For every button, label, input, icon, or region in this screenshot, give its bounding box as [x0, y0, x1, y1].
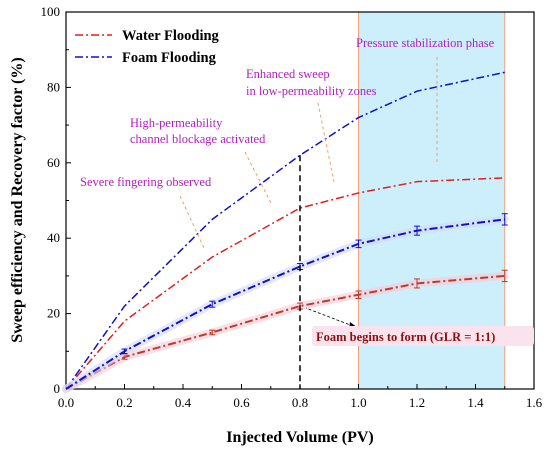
annotation-pressure: Pressure stabilization phase: [356, 36, 495, 50]
series-1-sweep-efficiency: [65, 71, 505, 390]
annotation-enhanced-line2: in low-permeability zones: [246, 84, 377, 98]
legend: Water Flooding Foam Flooding: [75, 28, 220, 66]
x-axis-title: Injected Volume (PV): [226, 429, 374, 446]
y-axis-title: Sweep efficiency and Recovery factor (%): [9, 57, 26, 342]
x-tick-label: 0.4: [175, 395, 192, 410]
legend-label-foam: Foam Flooding: [122, 50, 217, 66]
y-tick-label: 20: [47, 306, 60, 321]
y-tick-label: 100: [41, 4, 61, 19]
x-tick-label: 0.2: [116, 395, 132, 410]
series-0-sweep-efficiency: [65, 177, 505, 390]
annotation-leader-fingering: [179, 195, 206, 251]
annotation-blockage-line1: High-permeability: [130, 116, 223, 130]
series-line: [65, 71, 505, 390]
legend-label-water: Water Flooding: [122, 28, 220, 44]
x-tick-label: 0.8: [292, 395, 308, 410]
y-tick-label: 40: [47, 230, 60, 245]
annotation-leader-blockage: [244, 151, 273, 206]
x-axis-ticks: 0.0 0.2 0.4 0.6 0.8 1.0 1.2 1.4 1.6: [58, 384, 543, 410]
callout-text: Foam begins to form (GLR = 1:1): [316, 330, 495, 344]
x-tick-label: 1.0: [350, 395, 366, 410]
y-tick-label: 60: [47, 155, 60, 170]
x-tick-label: 0.0: [58, 395, 74, 410]
annotation-fingering: Severe fingering observed: [80, 175, 212, 189]
y-tick-label: 0: [54, 381, 61, 396]
callout-arrow: [305, 307, 359, 329]
annotation-blockage-line2: channel blockage activated: [130, 132, 266, 146]
x-tick-label: 1.4: [467, 395, 484, 410]
x-tick-label: 0.6: [233, 395, 250, 410]
annotation-leader-enhanced: [317, 102, 335, 183]
callout-highlight: [312, 326, 534, 346]
series-line: [65, 177, 505, 390]
x-tick-label: 1.6: [526, 395, 543, 410]
annotation-enhanced-line1: Enhanced sweep: [246, 67, 330, 81]
y-tick-label: 80: [47, 79, 60, 94]
x-tick-label: 1.2: [409, 395, 425, 410]
